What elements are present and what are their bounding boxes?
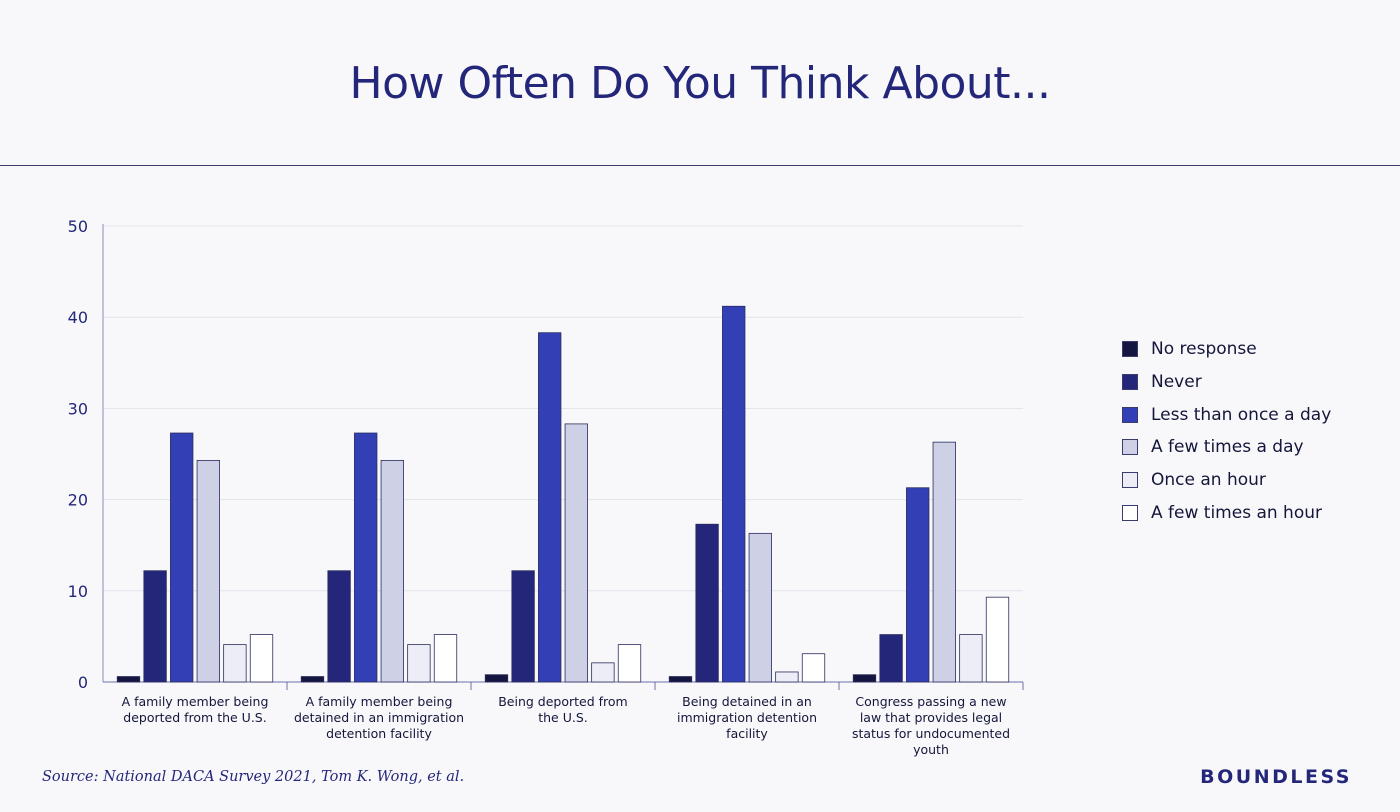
y-tick-label: 20 (68, 491, 88, 510)
legend-label: A few times a day (1151, 437, 1304, 458)
legend-swatch (1122, 374, 1138, 391)
legend-label: A few times an hour (1151, 502, 1322, 523)
bar (852, 674, 877, 683)
x-category-label: youth (913, 742, 949, 757)
legend-swatch (1122, 472, 1138, 489)
x-category-label: Being detained in an (682, 694, 812, 709)
legend-label: Never (1151, 372, 1202, 393)
y-tick-label: 40 (68, 308, 88, 327)
bar (300, 676, 325, 683)
bar (407, 644, 431, 683)
bar (484, 674, 509, 683)
bar (143, 570, 167, 683)
legend-swatch (1122, 504, 1138, 521)
bar (722, 305, 746, 683)
legend-item: Never (1122, 366, 1331, 399)
bar (695, 523, 719, 683)
y-tick-label: 10 (68, 582, 88, 601)
bar (196, 459, 220, 683)
title-divider (0, 165, 1400, 166)
legend-swatch (1122, 439, 1138, 456)
x-category-label: Being deported from (498, 694, 628, 709)
legend-swatch (1122, 341, 1138, 358)
legend-item: A few times an hour (1122, 496, 1331, 529)
bar (354, 432, 378, 683)
bar (223, 644, 247, 683)
legend: No response Never Less than once a day A fe… (1122, 333, 1331, 529)
bar (617, 644, 642, 683)
bar (985, 596, 1010, 683)
legend-label: No response (1151, 339, 1257, 360)
x-category-label: facility (726, 726, 768, 741)
legend-item: Less than once a day (1122, 398, 1331, 431)
bar (775, 671, 799, 683)
legend-item: Once an hour (1122, 464, 1331, 497)
bar (327, 570, 351, 683)
legend-item: A few times a day (1122, 431, 1331, 464)
bar (748, 532, 772, 683)
bar (591, 662, 615, 683)
x-category-label: A family member being (306, 694, 453, 709)
x-category-label: detained in an immigration (294, 710, 464, 725)
y-tick-label: 30 (68, 399, 88, 418)
chart-title: How Often Do You Think About... (349, 58, 1051, 109)
brand-logo: BOUNDLESS (1200, 766, 1352, 788)
bar (170, 432, 194, 683)
bar (668, 676, 693, 683)
bar (249, 634, 274, 683)
x-category-label: A family member being (122, 694, 269, 709)
x-category-label: Congress passing a new (855, 694, 1006, 709)
bar (932, 441, 956, 683)
bar (538, 332, 562, 683)
x-category-label: deported from the U.S. (123, 710, 266, 725)
bar (511, 570, 535, 683)
bar (433, 634, 458, 683)
x-category-label: the U.S. (538, 710, 588, 725)
x-category-label: detention facility (326, 726, 432, 741)
x-category-label: status for undocumented (852, 726, 1010, 741)
legend-label: Less than once a day (1151, 404, 1332, 425)
bar (879, 634, 903, 683)
source-note: Source: National DACA Survey 2021, Tom K… (42, 769, 465, 785)
x-category-label: immigration detention (677, 710, 817, 725)
bar (564, 423, 588, 683)
legend-label: Once an hour (1151, 470, 1266, 491)
bar (906, 487, 930, 683)
y-tick-label: 50 (68, 217, 88, 236)
bar (116, 676, 141, 683)
bar (801, 653, 826, 683)
legend-swatch (1122, 406, 1138, 423)
legend-item: No response (1122, 333, 1331, 366)
bar (380, 459, 404, 683)
y-tick-label: 0 (78, 673, 88, 692)
bar (959, 634, 983, 683)
x-category-label: law that provides legal (860, 710, 1002, 725)
